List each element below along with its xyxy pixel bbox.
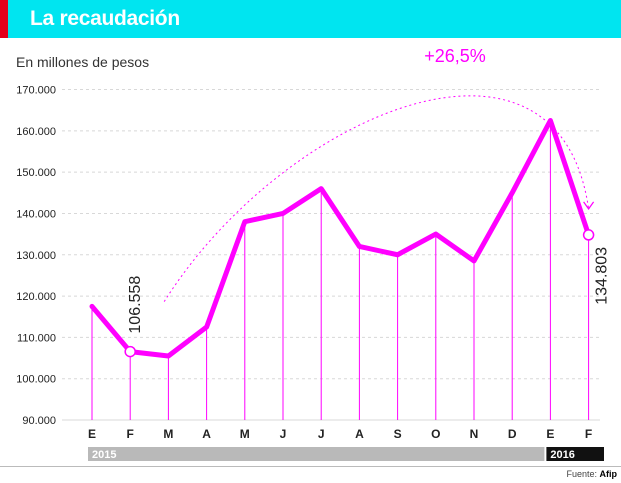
growth-arrow xyxy=(163,95,590,302)
year-label: 2015 xyxy=(92,449,116,461)
data-label: 106.558 xyxy=(127,276,144,334)
y-tick-label: 160.000 xyxy=(16,126,56,138)
x-tick-label: J xyxy=(280,427,287,441)
year-label: 2016 xyxy=(550,449,574,461)
growth-annotation: +26,5% xyxy=(424,46,486,66)
data-label: 134.803 xyxy=(594,247,611,305)
chart-subtitle: En millones de pesos xyxy=(16,54,150,70)
x-tick-label: O xyxy=(431,427,440,441)
x-tick-label: M xyxy=(163,427,173,441)
x-tick-label: F xyxy=(127,427,134,441)
footer-divider xyxy=(0,466,621,467)
y-tick-label: 110.000 xyxy=(17,332,56,344)
year-bar xyxy=(88,447,545,461)
header-bar xyxy=(0,0,621,38)
x-tick-label: A xyxy=(355,427,364,441)
series-line xyxy=(89,117,592,359)
x-tick-label: N xyxy=(470,427,479,441)
x-tick-label: A xyxy=(202,427,211,441)
data-point xyxy=(582,229,595,241)
x-tick-label: M xyxy=(240,427,250,441)
y-tick-label: 140.000 xyxy=(16,208,56,220)
x-tick-label: D xyxy=(508,427,517,441)
y-tick-label: 120.000 xyxy=(16,291,56,303)
x-tick-label: J xyxy=(318,427,325,441)
growth-arrow-head xyxy=(583,201,595,210)
y-tick-label: 150.000 xyxy=(16,167,56,179)
source-label: Fuente: xyxy=(566,469,597,479)
y-tick-label: 130.000 xyxy=(16,250,56,262)
x-tick-label: F xyxy=(585,427,592,441)
source-name: Afip xyxy=(599,469,618,479)
x-tick-label: S xyxy=(394,427,402,441)
page-title: La recaudación xyxy=(30,7,180,30)
header-accent xyxy=(0,0,8,38)
data-point xyxy=(124,345,136,358)
source-note: Fuente: Afip xyxy=(566,469,617,479)
y-tick-label: 90.000 xyxy=(22,415,56,427)
y-tick-label: 170.000 xyxy=(16,85,56,97)
year-bar xyxy=(546,447,604,461)
x-tick-label: E xyxy=(88,427,96,441)
x-tick-label: E xyxy=(546,427,554,441)
y-tick-label: 100.000 xyxy=(16,374,56,386)
